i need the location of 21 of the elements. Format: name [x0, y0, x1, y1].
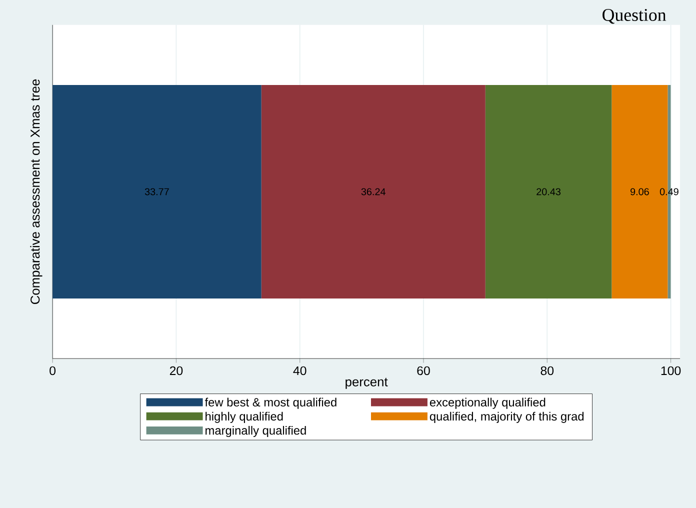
- x-tick-label: 80: [540, 366, 554, 376]
- text: Question: [602, 8, 666, 24]
- legend-label: highly qualified: [206, 412, 283, 423]
- x-tick-label: 0: [50, 366, 56, 376]
- data-label: 36.24: [361, 188, 386, 196]
- x-tick-label: 100: [661, 366, 681, 376]
- x-tick-label: 60: [417, 366, 430, 376]
- data-label: 33.77: [144, 188, 169, 196]
- legend-label: qualified, majority of this grad: [430, 412, 584, 423]
- legend-label: exceptionally qualified: [430, 398, 546, 409]
- x-tick-label: 40: [293, 366, 306, 376]
- y-axis-title: Comparative assessment on Xmas tree: [30, 79, 42, 304]
- legend-label: marginally qualified: [206, 426, 306, 438]
- x-tick-label: 20: [170, 366, 183, 376]
- bar: [485, 84, 612, 299]
- bar: [261, 84, 486, 299]
- data-label: 20.43: [536, 188, 561, 196]
- x-axis-title: percent: [346, 378, 388, 389]
- data-label: 9.06: [630, 188, 649, 196]
- legend-label: few best & most qualified: [204, 398, 336, 409]
- bar: [52, 84, 262, 299]
